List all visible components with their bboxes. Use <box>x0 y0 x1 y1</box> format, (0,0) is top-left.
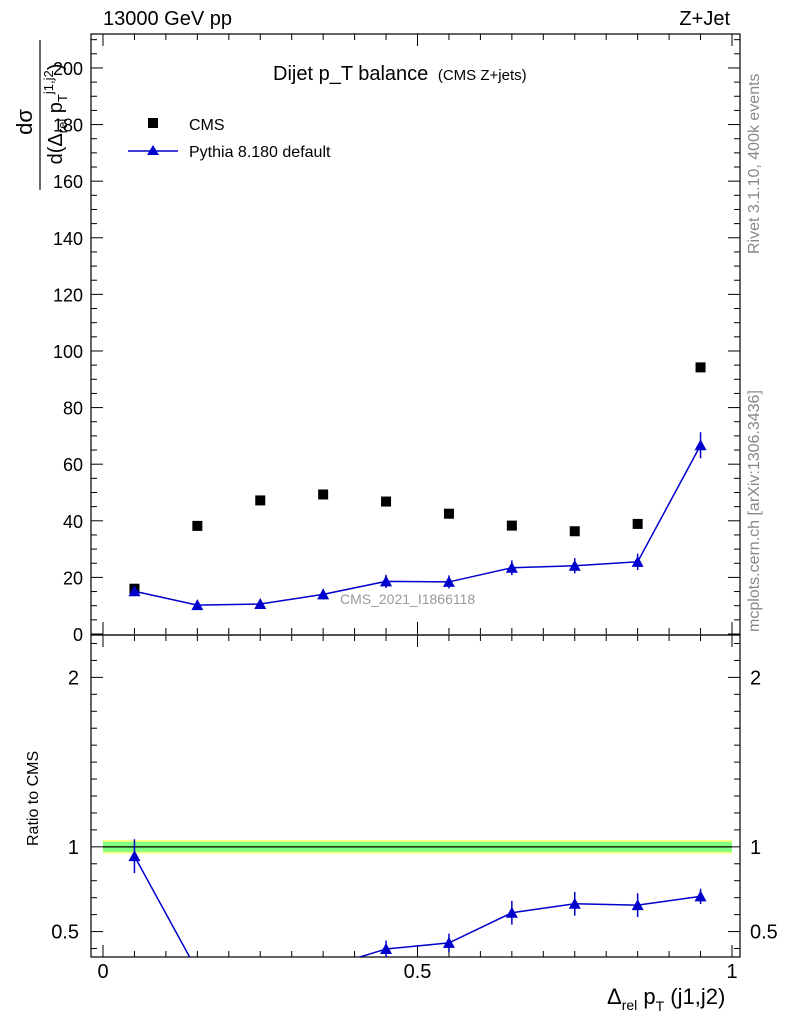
ratio-y-tick-label-right: 0.5 <box>750 922 778 944</box>
pythia-line <box>134 444 702 606</box>
legend-pythia-label: Pythia 8.180 default <box>189 144 331 161</box>
main-y-tick-label: 20 <box>63 568 83 588</box>
ratio-y-axis-label: Ratio to CMS <box>25 751 42 846</box>
ratio-y-tick-label-right: 2 <box>750 667 761 689</box>
main-y-tick-label: 100 <box>53 342 83 362</box>
main-y-tick-label: 0 <box>73 625 83 645</box>
main-y-tick-label: 200 <box>53 59 83 79</box>
ratio-x-tick-label: 0.5 <box>404 961 432 983</box>
main-y-ticks: 0 20 40 60 80 100 120 140 160 180 200 <box>53 39 740 645</box>
ratio-point <box>442 936 455 948</box>
ratio-point <box>631 899 644 911</box>
ratio-point <box>128 850 141 862</box>
cms-point <box>695 362 706 373</box>
ratio-point <box>505 906 518 918</box>
process-label: Z+Jet <box>679 8 730 30</box>
cms-point <box>506 520 517 531</box>
main-x-ticks <box>102 34 733 634</box>
cms-point <box>381 496 392 507</box>
main-y-tick-label: 140 <box>53 229 83 249</box>
pythia-point <box>128 585 141 597</box>
ratio-x-tick-label: 0 <box>97 961 108 983</box>
ratio-x-ticks: 0 0.5 1 <box>97 635 738 983</box>
ratio-y-tick-label: 1 <box>68 837 79 859</box>
legend-cms-label: CMS <box>189 117 225 134</box>
ratio-point <box>254 972 266 983</box>
legend-cms-marker <box>148 118 158 128</box>
reference-band <box>103 840 732 854</box>
ratio-point <box>568 897 581 909</box>
ratio-y-tick-label: 0.5 <box>51 922 79 944</box>
ratio-point <box>191 965 203 976</box>
pythia-point <box>254 598 267 609</box>
plot-title-text: Dijet p_T balance <box>273 63 428 85</box>
pythia-point <box>694 439 707 451</box>
ratio-y-tick-label-right: 1 <box>750 837 761 859</box>
pythia-point <box>631 555 644 567</box>
plot-subtitle-text: (CMS Z+jets) <box>438 67 527 84</box>
cms-point <box>569 526 580 537</box>
pythia-point <box>317 588 330 600</box>
ratio-point <box>694 890 707 902</box>
legend: CMS Pythia 8.180 default <box>128 117 331 161</box>
main-y-tick-label: 120 <box>53 285 83 305</box>
cms-point <box>318 489 329 500</box>
cms-series <box>129 362 706 594</box>
main-y-tick-label: 180 <box>53 116 83 136</box>
main-y-tick-label: 160 <box>53 172 83 192</box>
pythia-point <box>505 561 518 573</box>
ratio-y-tick-label: 2 <box>68 667 79 689</box>
main-y-tick-label: 80 <box>63 399 83 419</box>
cms-point <box>632 518 643 529</box>
cms-point <box>192 520 203 531</box>
x-axis-label: Δrel pT (j1,j2) <box>607 984 725 1014</box>
legend-pythia-marker <box>147 145 159 155</box>
ratio-y-ticks: 0.5 0.5 1 1 2 2 <box>51 642 778 950</box>
ratio-x-tick-label: 1 <box>726 961 737 983</box>
pythia-point <box>191 599 204 611</box>
ratio-point <box>380 943 393 955</box>
main-y-axis-numerator: dσ <box>12 109 37 135</box>
pythia-point <box>442 575 455 587</box>
ratio-line <box>133 855 701 957</box>
pythia-point <box>380 575 393 587</box>
cms-point <box>443 508 454 519</box>
cms-point <box>255 495 266 506</box>
pythia-series <box>128 432 707 611</box>
analysis-watermark: CMS_2021_I1866118 <box>340 591 475 607</box>
pythia-point <box>568 559 581 571</box>
ratio-point <box>317 962 329 973</box>
main-y-tick-label: 40 <box>63 512 83 532</box>
main-y-tick-label: 60 <box>63 455 83 475</box>
plot-title: Dijet p_T balance (CMS Z+jets) <box>273 63 527 85</box>
pythia-ratio-series <box>128 839 707 983</box>
energy-label: 13000 GeV pp <box>103 8 232 30</box>
